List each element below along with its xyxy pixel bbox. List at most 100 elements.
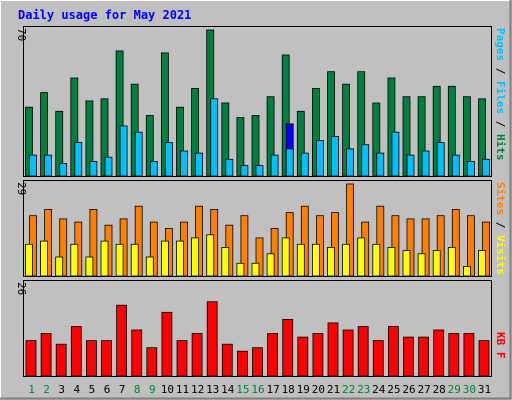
hits-bar-day-31 bbox=[478, 98, 486, 177]
sites-bar-day-14 bbox=[221, 246, 230, 277]
sites-bar-day-6 bbox=[100, 240, 109, 277]
axis-title-sites: Sites bbox=[494, 182, 507, 215]
files-bar-day-19 bbox=[300, 152, 309, 177]
axis-title-sep1: / bbox=[494, 61, 507, 81]
hits-bar-day-23 bbox=[357, 71, 366, 177]
kbf-bar-day-11 bbox=[176, 340, 188, 377]
files-bar-day-17 bbox=[270, 154, 279, 177]
hits-bar-day-14 bbox=[221, 102, 230, 177]
hits-bar-day-2 bbox=[40, 92, 48, 177]
visits-bar-day-3 bbox=[59, 218, 68, 277]
hits-bar-day-20 bbox=[311, 88, 320, 177]
day-label-9: 9 bbox=[149, 383, 156, 396]
day-label-16: 16 bbox=[251, 383, 264, 396]
day-label-26: 26 bbox=[402, 383, 415, 396]
day-label-30: 30 bbox=[463, 383, 476, 396]
files-bar-day-15 bbox=[240, 165, 249, 177]
hits-bar-day-3 bbox=[55, 110, 64, 177]
hits-bar-day-16 bbox=[251, 115, 260, 177]
hits-bar-day-1 bbox=[25, 106, 33, 177]
axis-title-hits: Hits bbox=[494, 134, 507, 161]
day-label-7: 7 bbox=[119, 383, 126, 396]
day-label-2: 2 bbox=[43, 383, 50, 396]
day-label-13: 13 bbox=[206, 383, 219, 396]
files-bar-day-22 bbox=[346, 148, 355, 177]
hits-bar-day-21 bbox=[327, 71, 335, 177]
kbf-bar-day-20 bbox=[312, 333, 324, 377]
hits-bar-day-8 bbox=[130, 83, 139, 177]
hits-bar-day-11 bbox=[176, 106, 184, 177]
sites-bar-day-13 bbox=[206, 234, 215, 277]
hits-bar-day-26 bbox=[402, 96, 411, 177]
axis-title-sep2: / bbox=[494, 114, 507, 134]
kbf-bar-day-14 bbox=[221, 343, 233, 377]
sites-bar-day-17 bbox=[266, 253, 275, 277]
day-label-31: 31 bbox=[478, 383, 491, 396]
day-label-18: 18 bbox=[282, 383, 295, 396]
hits-bar-day-25 bbox=[387, 77, 396, 177]
day-label-17: 17 bbox=[266, 383, 279, 396]
kbf-bar-day-6 bbox=[101, 340, 112, 377]
kbf-bar-day-31 bbox=[478, 340, 490, 377]
sites-bar-day-9 bbox=[145, 256, 154, 277]
day-label-5: 5 bbox=[89, 383, 96, 396]
visits-bar-day-28 bbox=[436, 215, 445, 277]
sites-bar-day-20 bbox=[311, 243, 320, 277]
files-bar-day-8 bbox=[134, 131, 143, 177]
chart-title: Daily usage for May 2021 bbox=[18, 8, 191, 22]
hits-bar-day-19 bbox=[296, 110, 305, 177]
kbf-bar-day-24 bbox=[372, 340, 384, 377]
sites-bar-day-28 bbox=[432, 250, 441, 277]
visits-bar-day-29 bbox=[451, 208, 460, 277]
files-bar-day-9 bbox=[149, 160, 158, 177]
axis-title-kbf: KB F bbox=[494, 332, 507, 359]
hits-bar-day-12 bbox=[191, 88, 200, 177]
visits-bar-day-15 bbox=[240, 215, 249, 277]
hits-bar-day-27 bbox=[417, 96, 426, 177]
sites-bar-day-19 bbox=[296, 243, 305, 277]
files-bar-day-24 bbox=[376, 152, 385, 177]
axis-title-visits: Visits bbox=[494, 235, 507, 275]
axis-title-sep: / bbox=[494, 215, 507, 235]
visits-bar-day-19 bbox=[300, 205, 309, 277]
sites-bar-day-3 bbox=[55, 256, 64, 277]
sites-bar-day-7 bbox=[115, 243, 124, 277]
files-bar-day-16 bbox=[255, 165, 264, 177]
day-label-24: 24 bbox=[372, 383, 386, 396]
kbf-bar-day-5 bbox=[86, 340, 97, 377]
hits-bar-day-9 bbox=[145, 115, 154, 177]
day-label-25: 25 bbox=[387, 383, 400, 396]
day-label-4: 4 bbox=[73, 383, 80, 396]
day-label-10: 10 bbox=[161, 383, 174, 396]
kbf-bar-day-10 bbox=[161, 311, 173, 377]
kbf-bar-day-18 bbox=[282, 318, 294, 377]
kbf-bar-day-25 bbox=[387, 326, 399, 377]
sites-bar-day-21 bbox=[327, 246, 335, 277]
kbf-bar-day-4 bbox=[70, 326, 82, 377]
sites-bar-day-11 bbox=[176, 240, 184, 277]
kbf-bar-day-8 bbox=[131, 329, 143, 377]
sites-bar-day-24 bbox=[372, 243, 381, 277]
sites-bar-day-2 bbox=[40, 240, 48, 277]
sites-bar-day-22 bbox=[342, 243, 351, 277]
axis-title-files: Files bbox=[494, 81, 507, 114]
visits-bar-day-21 bbox=[331, 212, 339, 277]
hits-bar-day-29 bbox=[447, 85, 456, 177]
day-label-15: 15 bbox=[236, 383, 249, 396]
hits-axis-title: Pages / Files / Hits bbox=[494, 28, 507, 161]
files-bar-day-12 bbox=[195, 152, 204, 177]
hits-bar-day-28 bbox=[432, 85, 441, 177]
hits-bar-day-6 bbox=[100, 98, 109, 177]
files-bar-day-20 bbox=[315, 140, 324, 177]
kbf-bar-day-29 bbox=[448, 333, 460, 377]
x-axis-day-labels: 1 2 3 4 5 6 7 8 9 10 11 12 13 14 15 16 17 18 19 20 21 22 23 24 2… bbox=[28, 383, 491, 396]
day-label-3: 3 bbox=[58, 383, 65, 396]
visits-bar-day-30 bbox=[466, 215, 475, 277]
kbf-bar-day-28 bbox=[433, 329, 445, 377]
day-label-12: 12 bbox=[191, 383, 204, 396]
files-bar-day-2 bbox=[44, 154, 52, 177]
day-label-14: 14 bbox=[221, 383, 235, 396]
day-label-8: 8 bbox=[134, 383, 141, 396]
sites-bar-day-10 bbox=[160, 240, 169, 277]
day-label-11: 11 bbox=[176, 383, 189, 396]
